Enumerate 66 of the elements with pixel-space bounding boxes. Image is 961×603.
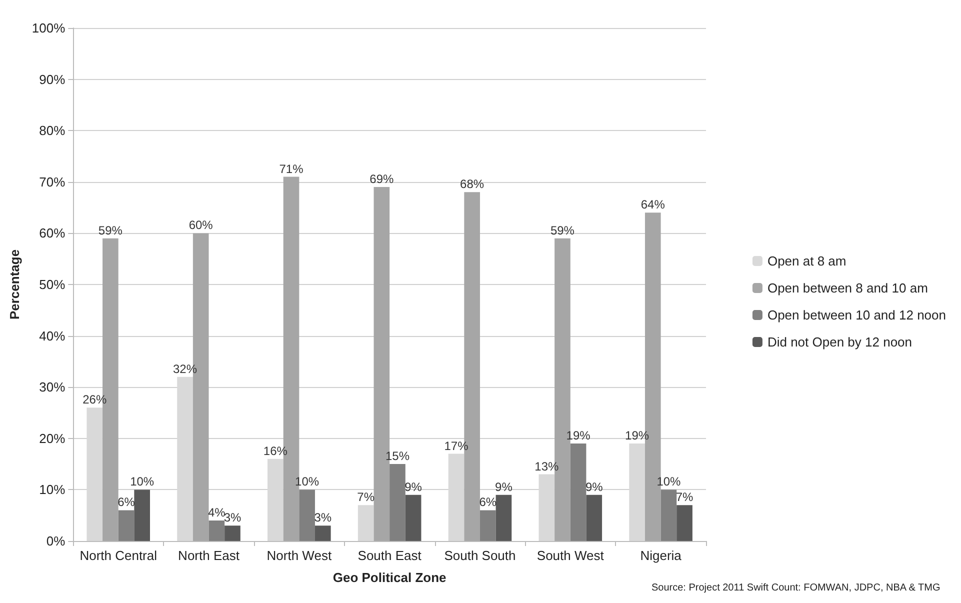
x-axis-title: Geo Political Zone (332, 570, 446, 585)
bar (134, 490, 150, 541)
data-label: 59% (98, 223, 123, 238)
bar (390, 464, 406, 541)
bar (314, 526, 331, 541)
data-label: 32% (173, 362, 198, 376)
x-tick-label: South South (444, 548, 516, 563)
legend-label: Open between 10 and 12 noon (767, 308, 946, 322)
bar (358, 505, 374, 541)
y-tick-label: 20% (39, 430, 66, 446)
data-label: 71% (279, 162, 304, 176)
data-label: 68% (460, 177, 484, 192)
legend-label: Did not Open by 12 noon (767, 334, 912, 350)
data-label: 16% (263, 444, 288, 458)
bar (660, 490, 677, 541)
data-label: 9% (495, 480, 513, 494)
bar (299, 490, 315, 541)
data-label: 17% (444, 438, 469, 453)
data-label: 4% (208, 505, 226, 520)
data-label: 26% (82, 392, 107, 407)
y-tick-label: 90% (39, 72, 66, 87)
data-label: 13% (534, 459, 559, 474)
data-label: 7% (676, 490, 694, 504)
bar (496, 494, 512, 541)
y-tick-label: 0% (46, 534, 66, 548)
y-tick-label: 30% (39, 380, 66, 395)
data-label: 10% (295, 474, 320, 489)
data-label: 69% (370, 172, 394, 186)
data-label: 7% (357, 490, 375, 504)
y-tick-label: 40% (39, 328, 66, 344)
x-tick-label: North Central (80, 548, 158, 563)
bar (676, 505, 692, 541)
y-tick-label: 60% (39, 226, 66, 241)
y-tick-label: 70% (39, 174, 66, 190)
bar (208, 520, 225, 541)
data-label: 3% (224, 510, 242, 525)
data-label: 19% (566, 428, 591, 443)
bar (480, 510, 496, 541)
y-tick-label: 10% (39, 482, 66, 498)
x-tick-label: Nigeria (640, 548, 682, 563)
data-label: 64% (640, 198, 666, 212)
x-tick-label: North West (266, 548, 332, 563)
data-label: 10% (130, 474, 154, 489)
data-label: 59% (550, 223, 575, 238)
data-label: 15% (385, 449, 410, 464)
y-tick-label: 80% (39, 123, 66, 138)
bar (118, 510, 134, 541)
y-axis-title: Percentage (7, 249, 22, 320)
data-label: 19% (625, 428, 650, 443)
bar (224, 526, 240, 541)
source-note: Source: Project 2011 Swift Count: FOMWAN, JDPC, NBA & TMG (651, 582, 940, 594)
x-tick-label: South East (358, 548, 422, 563)
data-label: 60% (188, 218, 214, 232)
data-label: 9% (585, 480, 604, 494)
x-tick-label: North East (178, 548, 240, 563)
y-tick-label: 100% (32, 20, 66, 36)
y-tick-label: 50% (39, 277, 66, 292)
data-label: 10% (656, 474, 682, 489)
bar (570, 444, 586, 541)
data-label: 9% (404, 480, 422, 494)
data-label: 6% (118, 495, 136, 510)
bar (405, 494, 422, 541)
x-tick-label: South West (536, 548, 604, 563)
bar (586, 494, 602, 541)
legend-label: Open between 8 and 10 am (767, 280, 928, 296)
legend-label: Open at 8 am (767, 254, 846, 268)
